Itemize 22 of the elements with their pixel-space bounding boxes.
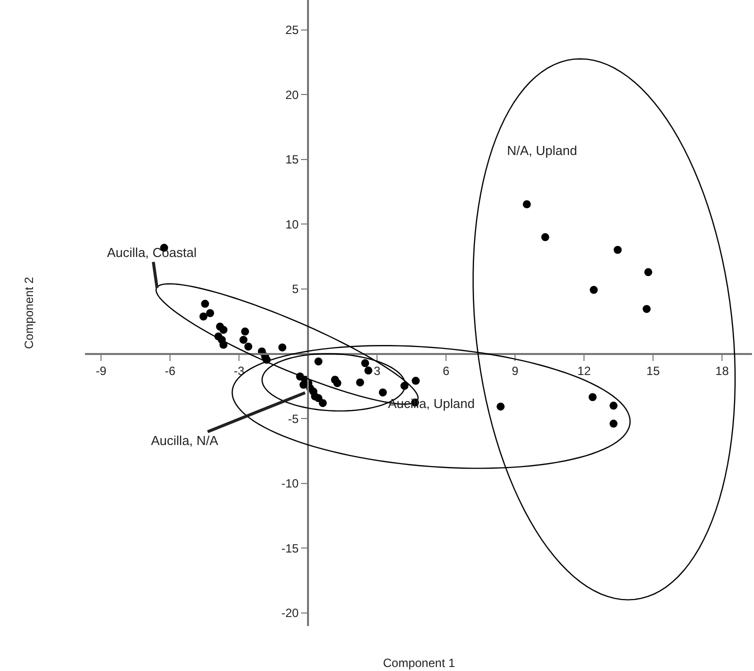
x-tick-label: 18 (715, 364, 730, 378)
x-tick-label: -9 (96, 364, 107, 378)
y-tick-label: 5 (292, 282, 300, 296)
x-tick-label: 9 (512, 364, 519, 378)
x-tick-label: 6 (442, 364, 450, 378)
x-axis-title: Component 1 (383, 656, 456, 670)
y-tick-label: -15 (281, 541, 300, 556)
y-tick-label: -10 (281, 476, 300, 491)
y-tick-label: -5 (288, 412, 300, 426)
annotation: N/A, Upland (507, 143, 578, 158)
x-tick-label: -6 (164, 364, 176, 378)
annotation: Aucilla, N/A (151, 433, 219, 448)
x-tick-label: 12 (577, 364, 592, 378)
y-axis-title: Component 2 (22, 276, 36, 349)
y-tick-label: 15 (285, 152, 300, 167)
y-tick-label: 10 (285, 217, 300, 232)
y-tick-label: 25 (285, 23, 300, 38)
x-tick-label: 3 (374, 364, 381, 378)
y-tick-label: -20 (281, 606, 300, 620)
annotation: Aucilla, Coastal (107, 245, 197, 260)
x-tick-label: 15 (646, 364, 660, 378)
y-tick-label: 20 (285, 88, 300, 102)
